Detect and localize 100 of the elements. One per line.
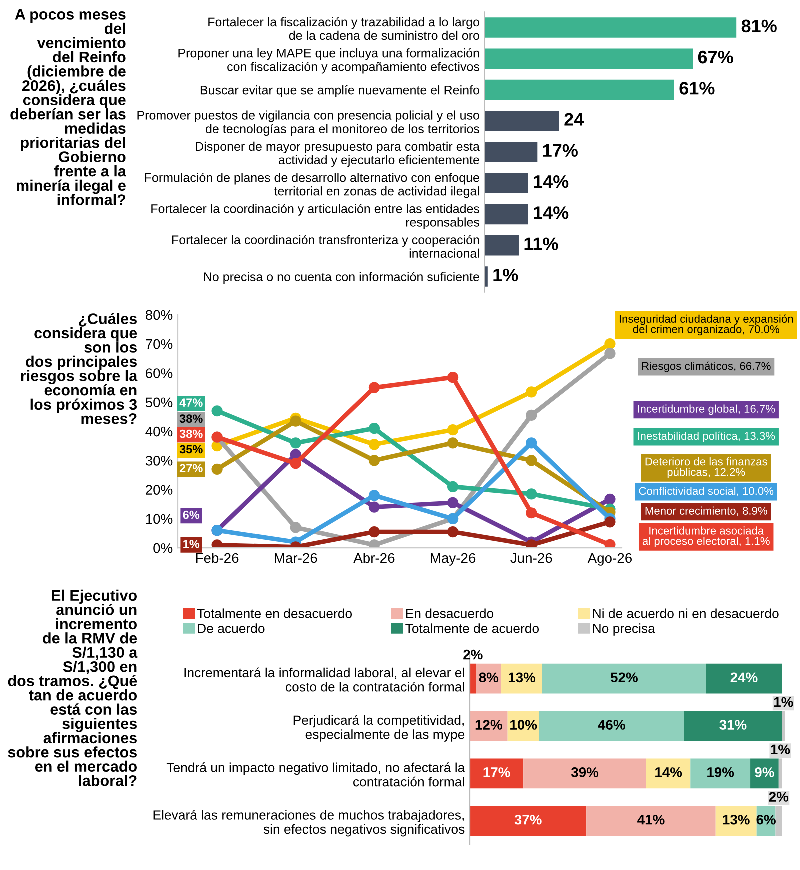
point <box>212 464 223 475</box>
y-tick-label: Fortalecer la coordinación y articulación entre las entidades responsables <box>152 204 480 230</box>
legend-label: En desacuerdo <box>406 608 494 618</box>
point <box>368 526 380 538</box>
y-tick-label: Disponer de mayor presupuesto para combatir esta actividad y ejecutarlo eficientemente <box>196 142 480 168</box>
point <box>604 348 616 360</box>
series-label: Inseguridad ciudadana y expansión del crimen organizado, 70.0% <box>620 314 794 336</box>
point <box>212 540 223 548</box>
data-label: 2% <box>464 650 483 660</box>
y-tick-label: 70% <box>146 339 173 350</box>
data-label: 12% <box>476 720 502 730</box>
data-label: 9% <box>755 768 774 778</box>
point <box>447 424 459 436</box>
data-label: 17% <box>484 768 510 778</box>
bar <box>524 758 647 789</box>
point <box>526 386 538 398</box>
y-tick-label: Buscar evitar que se amplíe nuevamente el Reinfo <box>200 85 480 98</box>
point <box>447 526 459 538</box>
text: Deterioro de las finanzas públicas, 12.2% <box>646 458 768 478</box>
bar <box>539 711 684 742</box>
bar <box>484 48 694 69</box>
data-label: 6% <box>183 510 200 520</box>
y-tick-label: Perjudicará la competitividad, especialmente de las mype <box>294 715 465 742</box>
bar <box>484 142 538 162</box>
point <box>368 490 380 502</box>
point <box>290 458 302 470</box>
data-label: 31% <box>720 720 747 730</box>
data-label: 47% <box>180 398 203 407</box>
text: ¿Cuáles considera que son los dos principales riesgos sobre la economía en los próximos 3 meses? <box>21 313 138 424</box>
bar <box>484 236 519 256</box>
y-tick-label: Promover puestos de vigilancia con presencia policial y el uso de tecnologías para el monitoreo de los territorios <box>138 110 480 136</box>
point <box>368 382 380 394</box>
data-label: 2% <box>769 792 789 802</box>
legend-label: Totalmente en desacuerdo <box>197 608 352 618</box>
point <box>526 488 538 500</box>
data-label: 39% <box>571 768 599 778</box>
data-label: 41% <box>638 814 665 825</box>
data-label: 6% <box>756 814 776 825</box>
bar <box>684 711 782 742</box>
y-tick-label: Tendrá un impacto negativo limitado, no afectará la contratación formal <box>166 762 466 787</box>
bar <box>470 806 587 836</box>
point <box>447 372 459 384</box>
data-label: 38% <box>180 430 203 438</box>
point <box>447 481 459 492</box>
data-label: 52% <box>610 672 638 683</box>
y-tick-label: 50% <box>146 398 173 408</box>
data-label: 14% <box>534 206 569 220</box>
chart-title: El Ejecutivo anunció un incremento de la RMV de S/1,130 a S/1,300 en dos tramos. ¿Qué tan de acuerdo está con las siguientes afirmaciones sobre sus efectos en el mercado laboral? <box>8 590 138 786</box>
y-tick-label: Incrementará la informalidad laboral, al elevar el costo de la contratación formal <box>184 668 464 692</box>
point <box>290 522 302 534</box>
data-label: 37% <box>514 814 542 825</box>
text: Incertidumbre asociada al proceso electoral, 1.1% <box>642 526 770 548</box>
x-tick-label: Abr-26 <box>354 552 395 564</box>
y-tick-label: 10% <box>146 514 173 524</box>
y-tick-label: 40% <box>146 426 173 437</box>
y-tick-label: Fortalecer la fiscalización y trazabilidad a lo largo de la cadena de suministro del oro <box>208 17 480 40</box>
data-label: 17% <box>543 144 578 158</box>
point <box>526 455 538 466</box>
point <box>604 338 616 350</box>
bar <box>706 664 782 694</box>
data-label: 67% <box>698 50 734 64</box>
data-label: 24 <box>564 113 584 126</box>
point <box>368 455 380 466</box>
point <box>290 438 302 449</box>
y-tick-label: 20% <box>146 485 173 495</box>
point <box>368 439 380 450</box>
data-label: 61% <box>680 82 715 95</box>
bar <box>484 80 674 100</box>
text: Conflictividad social, 10.0% <box>639 486 774 496</box>
point <box>604 539 616 548</box>
data-label: 13% <box>508 672 536 683</box>
bar <box>782 711 786 742</box>
data-label: 38% <box>180 414 203 424</box>
text: Incertidumbre global, 16.7% <box>638 404 776 416</box>
y-tick-label: Elevará las remuneraciones de muchos trabajadores, sin efectos negativos significativos <box>154 810 465 837</box>
bar <box>484 173 528 194</box>
data-label: 8% <box>479 672 499 683</box>
legend-label: De acuerdo <box>198 624 265 634</box>
legend-label: No precisa <box>593 624 656 636</box>
point <box>526 540 538 548</box>
data-label: 10% <box>510 720 538 730</box>
legend-label: Ni de acuerdo ni en desacuerdo <box>593 608 779 618</box>
x-tick-label: Feb-26 <box>196 552 239 564</box>
data-label: 35% <box>180 445 203 454</box>
text: Menor crecimiento, 8.9% <box>646 506 768 516</box>
x-tick-label: Ago-26 <box>588 553 632 566</box>
data-label: 1% <box>184 540 200 548</box>
data-label: 19% <box>708 768 734 778</box>
x-tick-label: Mar-26 <box>275 553 318 564</box>
bar <box>470 664 476 694</box>
bar <box>470 758 524 789</box>
point <box>212 406 223 417</box>
bar <box>484 111 560 132</box>
point <box>526 508 538 519</box>
point <box>604 494 616 505</box>
point <box>526 410 538 422</box>
point <box>290 416 302 427</box>
y-tick-label: No precisa o no cuenta con información suficiente <box>204 272 480 284</box>
y-tick-label: 30% <box>146 456 173 466</box>
point <box>447 497 459 508</box>
